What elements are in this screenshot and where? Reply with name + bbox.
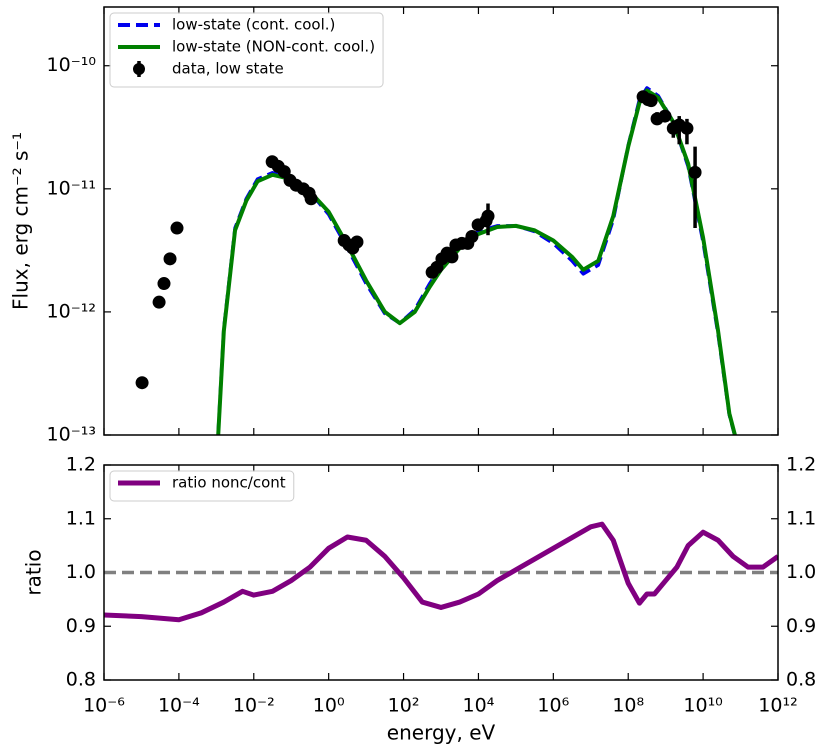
x-tick-label: 10¹² [758, 695, 797, 717]
y-tick-label: 10⁻¹² [47, 300, 96, 322]
data-point [465, 229, 479, 243]
y-tick-label: 1.0 [786, 561, 816, 583]
y-tick-label: 0.9 [66, 615, 96, 637]
y-axis-label: Flux, erg cm⁻² s⁻¹ [9, 132, 33, 310]
legend-box [109, 470, 295, 502]
plot-area [135, 86, 737, 435]
data-point [135, 376, 149, 390]
y-tick-label: 1.2 [66, 454, 96, 476]
legend-box [109, 12, 384, 88]
legend: ratio nonc/cont [109, 470, 295, 502]
data-point [481, 209, 495, 223]
x-tick-label: 10⁴ [463, 695, 495, 717]
y-tick-label: 0.9 [786, 615, 816, 637]
y-tick-label: 10⁻¹⁰ [47, 54, 96, 76]
data-point [304, 192, 318, 206]
axes-frame [103, 6, 779, 436]
legend-label: low-state (NON-cont. cool.) [172, 38, 375, 56]
y-tick-label: 1.0 [66, 561, 96, 583]
x-tick-label: 10⁸ [612, 695, 644, 717]
y-tick-label: 10⁻¹¹ [47, 177, 96, 199]
data-point [688, 165, 702, 179]
y-tick-label: 0.8 [66, 669, 96, 691]
x-axis-label: energy, eV [387, 721, 496, 745]
data-point [644, 94, 658, 108]
legend-label: ratio nonc/cont [172, 474, 286, 492]
x-tick-label: 10¹⁰ [683, 695, 722, 717]
data-point [163, 252, 177, 266]
plot-area [104, 521, 778, 623]
x-tick-label: 10⁰ [313, 695, 345, 717]
legend-label: low-state (cont. cool.) [172, 16, 335, 34]
legend-label: data, low state [172, 60, 284, 78]
data-point [152, 295, 166, 309]
data-point [445, 250, 459, 264]
data-point [157, 277, 171, 291]
legend-swatch [133, 63, 145, 75]
y-axis-label: ratio [22, 549, 46, 595]
y-tick-label: 0.8 [786, 669, 816, 691]
y-tick-label: 10⁻¹³ [47, 424, 96, 446]
data-point [658, 109, 672, 123]
x-tick-label: 10⁻⁴ [158, 695, 200, 717]
legend: low-state (cont. cool.) low-state (NON-co… [109, 12, 384, 88]
x-tick-label: 10⁻² [233, 695, 275, 717]
x-tick-label: 10² [388, 695, 420, 717]
axes-frame [103, 464, 779, 681]
y-tick-label: 1.1 [786, 507, 816, 529]
x-tick-label: 10⁻⁶ [83, 695, 125, 717]
panel: 10⁻¹³ 10⁻¹² 10⁻¹¹ 10⁻¹⁰ Flux, erg cm⁻² s⁻¹ lo… [9, 6, 779, 446]
series-line [216, 88, 737, 435]
panel: 0.8 0.8 0.9 0.9 1.0 1.0 1.1 1.1 1.2 1.2 10⁻⁶ 10⁻⁴ 10… [22, 454, 817, 745]
y-tick-label: 1.1 [66, 507, 96, 529]
series-line [216, 86, 737, 435]
data-point [680, 121, 694, 135]
data-point [170, 221, 184, 235]
data-point [350, 235, 364, 249]
x-tick-label: 10⁶ [537, 695, 569, 717]
y-tick-label: 1.2 [786, 454, 816, 476]
series-line [104, 521, 778, 623]
